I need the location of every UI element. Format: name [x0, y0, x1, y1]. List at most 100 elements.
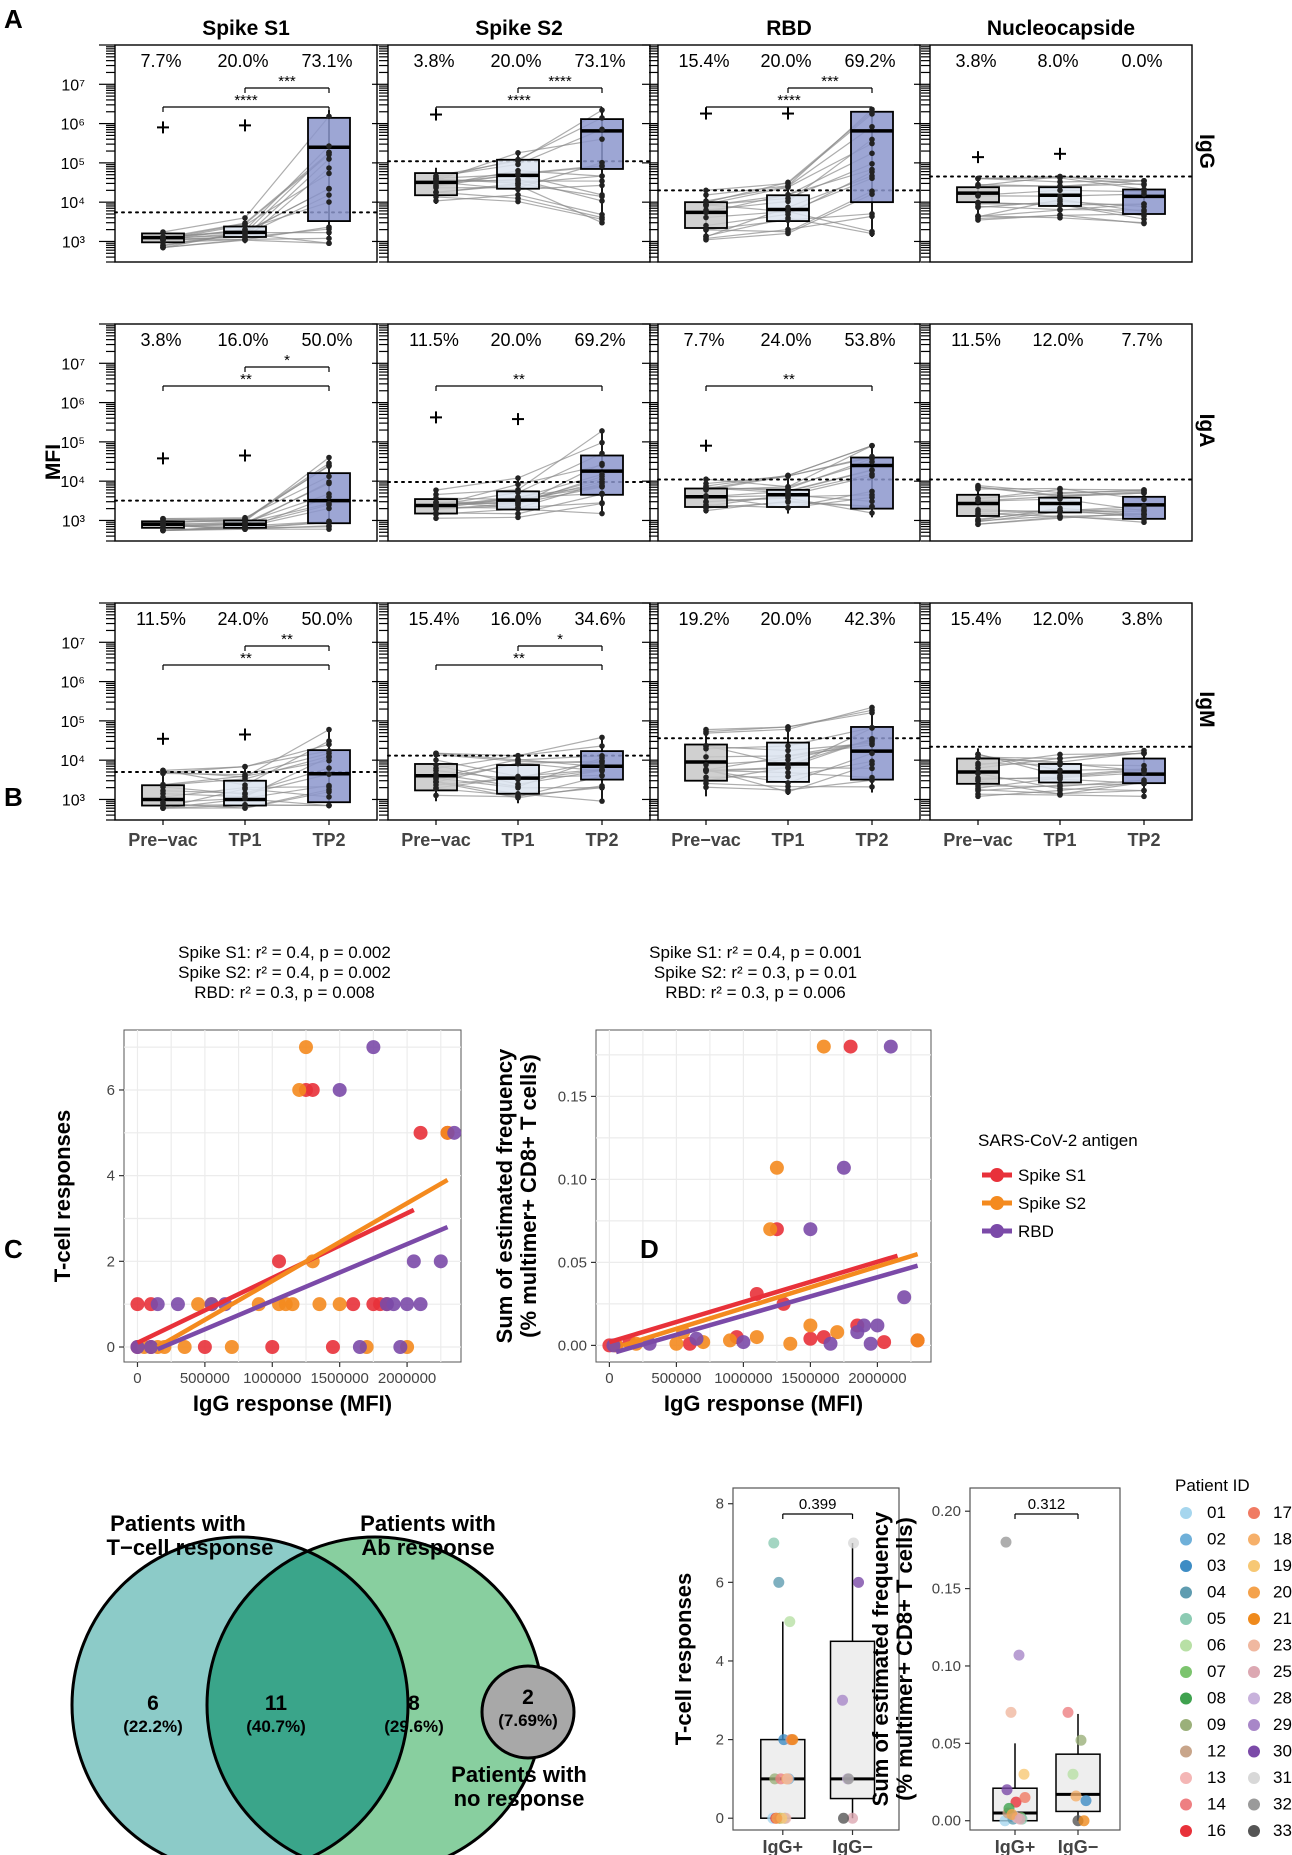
data-point-spike-s1: [272, 1254, 287, 1269]
percent-label: 69.2%: [844, 51, 895, 71]
data-point: [515, 475, 521, 481]
data-point-spike-s2: [769, 1160, 784, 1175]
data-point: [433, 774, 439, 781]
data-point: [771, 1812, 783, 1824]
data-point: [326, 794, 332, 800]
data-point: [242, 229, 248, 236]
data-point: [326, 240, 332, 247]
y-tick-label: 10⁷: [61, 635, 85, 652]
data-point: [869, 503, 875, 510]
data-point: [1141, 511, 1147, 518]
data-point: [326, 765, 332, 771]
data-point: [838, 1812, 850, 1824]
data-point: [1057, 508, 1063, 515]
venn-label: Patients with: [110, 1511, 246, 1536]
data-point: [785, 765, 791, 771]
x-tick-label: 0: [605, 1370, 613, 1387]
x-tick-label: 1000000: [243, 1370, 301, 1387]
annotation-line: Spike S2: r² = 0.3, p = 0.01: [654, 963, 857, 982]
data-point-rbd: [332, 1082, 347, 1097]
percent-label: 16.0%: [217, 330, 268, 350]
legend-label: Spike S1: [1018, 1166, 1086, 1185]
y-tick-label: 0: [107, 1339, 115, 1356]
data-point: [703, 780, 709, 787]
data-point-rbd: [433, 1254, 448, 1269]
facet-igg-spike-s2: 3.8% 20.0% 73.1%********: [372, 44, 651, 263]
data-point: [869, 761, 875, 767]
data-point: [1057, 783, 1063, 790]
data-point-rbd: [406, 1254, 421, 1269]
data-point-spike-s2: [723, 1333, 737, 1348]
data-point: [160, 790, 166, 797]
data-point: [1141, 207, 1147, 213]
row-label: IgM: [1195, 691, 1218, 727]
patient-swatch: [1248, 1639, 1260, 1652]
data-point: [515, 158, 521, 164]
data-point: [1057, 207, 1063, 213]
percent-label: 7.7%: [683, 330, 724, 350]
data-point: [785, 473, 791, 479]
data-point: [599, 107, 605, 113]
data-point-spike-s1: [305, 1082, 320, 1097]
data-point-rbd: [863, 1336, 878, 1351]
data-point-rbd: [803, 1222, 818, 1237]
data-point: [869, 774, 875, 781]
data-point-rbd: [400, 1297, 415, 1312]
percent-label: 11.5%: [136, 609, 186, 629]
data-point-rbd: [143, 1340, 158, 1355]
patient-swatch: [1180, 1798, 1192, 1811]
patient-swatch: [1248, 1613, 1260, 1625]
patient-swatch: [1248, 1798, 1260, 1811]
data-point-spike-s2: [177, 1340, 192, 1355]
data-point: [785, 499, 791, 505]
data-point: [869, 707, 875, 714]
column-title: Nucleocapside: [987, 17, 1135, 40]
data-point: [326, 143, 332, 149]
data-point: [785, 747, 791, 754]
patient-swatch: [1180, 1639, 1192, 1652]
data-point: [1057, 187, 1063, 194]
x-tick-label: 1500000: [310, 1370, 368, 1387]
data-point: [975, 215, 981, 222]
y-tick-label: 10³: [62, 792, 86, 809]
patient-swatch: [1248, 1533, 1260, 1546]
y-tick-label: 10⁷: [61, 356, 85, 373]
data-point: [785, 773, 791, 780]
row-label: IgA: [1195, 414, 1218, 448]
patient-swatch: [1180, 1533, 1192, 1546]
venn-outline-left: [70, 1535, 410, 1855]
patient-id-label: 30: [1273, 1742, 1292, 1761]
percent-label: 20.0%: [760, 609, 811, 629]
data-point: [326, 199, 332, 205]
percent-label: 8.0%: [1037, 51, 1078, 71]
percent-label: 11.5%: [409, 330, 459, 350]
data-point: [433, 173, 439, 179]
data-point: [1141, 188, 1147, 195]
facet-igm-nucleocapside: 15.4% 12.0% 3.8% Pre−vac TP1 TP2: [914, 602, 1193, 850]
y-tick-label: 0.10: [558, 1171, 587, 1188]
data-point: [1057, 179, 1063, 185]
data-point: [326, 782, 332, 789]
data-point: [1057, 774, 1063, 780]
percent-label: 20.0%: [217, 51, 268, 71]
data-point-rbd: [883, 1039, 898, 1054]
data-point: [703, 505, 709, 511]
data-point: [433, 503, 439, 509]
data-point: [975, 765, 981, 771]
data-point-spike-s2: [285, 1297, 300, 1312]
data-point: [515, 501, 521, 507]
data-point: [785, 192, 791, 198]
x-tick-label: 1000000: [714, 1370, 772, 1387]
data-point: [599, 182, 605, 189]
data-point: [433, 510, 439, 516]
data-point: [1067, 1768, 1079, 1780]
data-point-spike-s1: [843, 1039, 858, 1054]
data-point: [515, 180, 521, 187]
patient-swatch: [1180, 1692, 1192, 1705]
data-point: [242, 786, 248, 792]
data-point: [599, 198, 605, 204]
data-point: [433, 495, 439, 501]
panel-a: Spike S1 Spike S2 RBD Nucleocapside IgG IgA Ig…: [42, 17, 1218, 850]
percent-label: 19.2%: [678, 609, 729, 629]
data-point: [785, 789, 791, 795]
